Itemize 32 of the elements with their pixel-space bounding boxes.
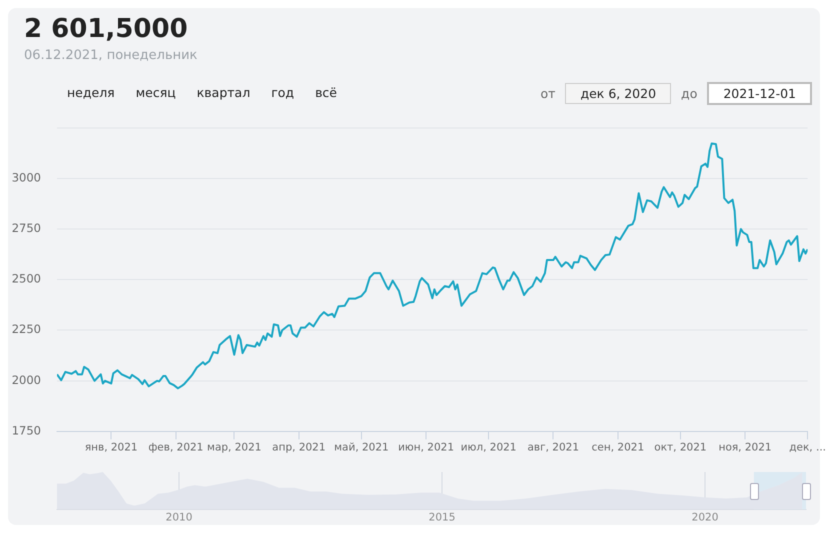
- x-tick-label: окт, 2021: [654, 441, 707, 454]
- text: год: [270, 84, 296, 102]
- text: 2021-12-01: [707, 82, 812, 105]
- text: до: [681, 86, 698, 101]
- y-tick-label: 3000: [12, 170, 41, 184]
- x-tick-label: апр, 2021: [272, 441, 326, 454]
- x-tick-label: 2010: [166, 511, 192, 524]
- text: квартал: [196, 84, 252, 102]
- text: всё: [314, 84, 338, 102]
- x-tick-label: ноя, 2021: [718, 441, 772, 454]
- x-tick-label: 2020: [692, 511, 718, 524]
- text: от: [540, 86, 556, 101]
- x-tick-label: дек, ...: [789, 441, 826, 454]
- y-tick-label: 2750: [12, 221, 41, 236]
- text: неделя: [66, 84, 116, 102]
- x-tick-label: 2015: [428, 511, 456, 524]
- x-tick-label: май, 2021: [334, 441, 389, 454]
- y-tick-label: 2000: [12, 372, 41, 387]
- x-tick-label: июн, 2021: [398, 441, 454, 454]
- x-tick-label: сен, 2021: [592, 441, 644, 454]
- chart-title: 2 601,5000: [24, 14, 188, 44]
- x-tick-label: мар, 2021: [207, 441, 262, 454]
- x-tick-label: авг, 2021: [527, 441, 580, 454]
- text: дек 6, 2020: [565, 83, 672, 104]
- x-tick-label: янв, 2021: [84, 441, 138, 454]
- text: месяц: [134, 84, 177, 102]
- x-tick-label: июл, 2021: [460, 441, 516, 454]
- x-tick-label: фев, 2021: [148, 441, 204, 454]
- y-tick-label: 1750: [12, 423, 41, 438]
- y-tick-label: 2250: [12, 322, 41, 336]
- chart-subtitle: 06.12.2021, понедельник: [24, 48, 198, 63]
- y-tick-label: 2500: [12, 272, 41, 286]
